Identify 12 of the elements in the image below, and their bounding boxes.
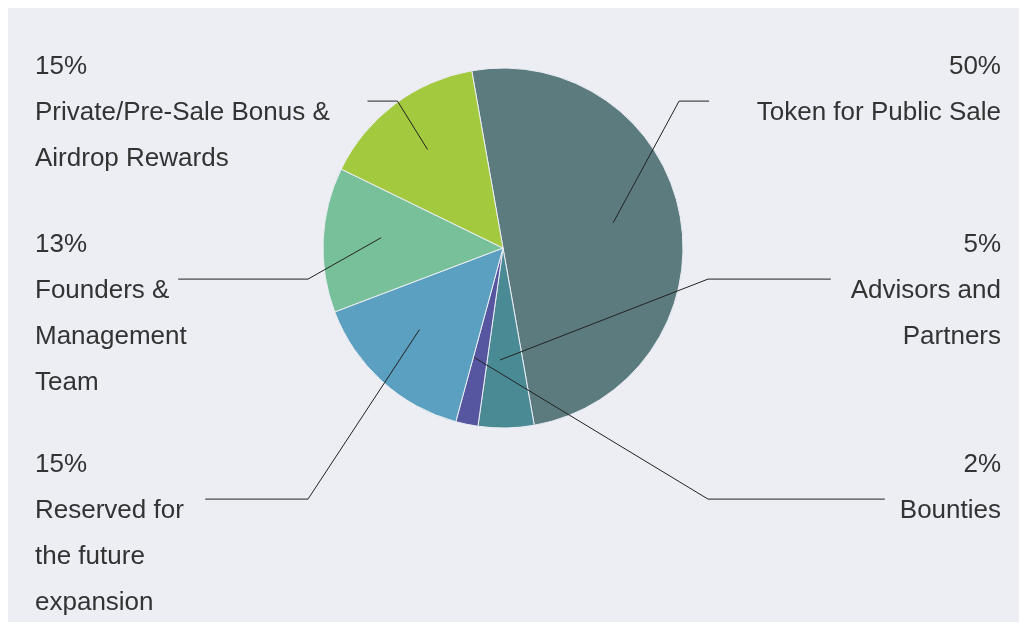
data-label: 15% [35,448,88,478]
data-label: 5% [963,228,1001,258]
slice-label: Private/Pre-Sale Bonus & Airdrop Rewards [35,96,330,172]
data-label: 13% [35,228,88,258]
data-label: 2% [963,448,1001,478]
slice-label: Token for Public Sale [756,96,1001,126]
data-label: 15% [35,50,88,80]
slice-label: Founders & Management Team [35,274,188,396]
slice-label: Bounties [899,494,1001,524]
data-label: 50% [948,50,1001,80]
slice-label: Reserved for the future expansion [35,494,185,616]
slice-label: Advisors and Partners [850,274,1001,350]
